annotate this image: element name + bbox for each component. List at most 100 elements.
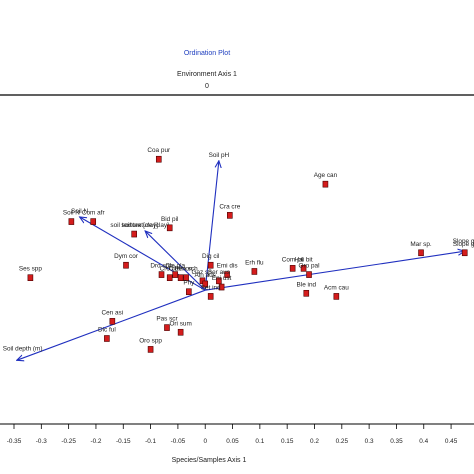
point-label: Emi dis bbox=[217, 263, 238, 270]
point-marker bbox=[224, 271, 230, 278]
point-label: Coa pur bbox=[147, 147, 171, 154]
point-label: Dym cor bbox=[114, 253, 139, 260]
point-marker bbox=[461, 249, 468, 257]
point-label: Dic ful bbox=[98, 327, 116, 334]
point-marker bbox=[227, 212, 233, 219]
point-marker bbox=[418, 249, 424, 257]
point-label: Ses spp bbox=[19, 266, 43, 273]
x-tick-label: 0.25 bbox=[336, 438, 349, 445]
point-label: Hai bit bbox=[294, 256, 312, 263]
point-erh-flu: Erh flu bbox=[245, 259, 264, 275]
x-tick-label: 0.1 bbox=[255, 438, 264, 445]
vector-label-soil-texture-clay: soil texture [clay] bbox=[121, 222, 169, 229]
point-marker bbox=[202, 280, 209, 288]
point-label: Cle gla bbox=[165, 263, 185, 270]
point-marker bbox=[177, 274, 184, 282]
x-tick-label: -0.05 bbox=[171, 438, 186, 445]
point-label: Phy bbox=[183, 280, 195, 287]
point-marker bbox=[68, 218, 75, 225]
point-ain-aus: Ain aus bbox=[195, 272, 216, 288]
point-cle-gla: Cle gla bbox=[165, 263, 186, 278]
point-marker bbox=[207, 293, 214, 300]
x-tick-label: 0.3 bbox=[365, 438, 374, 445]
point-marker bbox=[251, 268, 258, 275]
point-label: Mar sp. bbox=[410, 241, 432, 248]
point-age-can: Age can bbox=[314, 172, 338, 188]
point-label: Acm cau bbox=[324, 284, 349, 291]
vector-layer: Soil pH Soil N soil texture [clay] Slope gr… bbox=[3, 152, 474, 361]
point-marker bbox=[183, 274, 189, 282]
point-label: Gaz sp. bbox=[191, 269, 213, 276]
point-label: Com afr bbox=[82, 210, 106, 217]
point-eni-ust: Eni ust bbox=[212, 275, 232, 291]
point-oro-pal: Oro pal bbox=[299, 263, 320, 278]
point-label: Erh flu bbox=[245, 259, 264, 266]
vector-slope-gr bbox=[205, 251, 465, 291]
x-tick-label: -0.2 bbox=[90, 438, 101, 445]
point-marker bbox=[109, 318, 116, 325]
point-cro-cal: Cro cal bbox=[160, 266, 180, 282]
point-set-ind: Set ind bbox=[201, 284, 221, 300]
point-marker bbox=[186, 288, 192, 296]
point-marker bbox=[177, 328, 184, 336]
point-dro-spp: Dro spp bbox=[150, 263, 173, 278]
point-phy: Phy bbox=[183, 280, 195, 296]
point-label: Set ind bbox=[201, 284, 221, 291]
point-soil-n: Soil N bbox=[63, 210, 80, 225]
point-cen-asi: Cen asi bbox=[102, 309, 124, 325]
point-label: Bid pil bbox=[161, 216, 178, 223]
point-label: Oro spp bbox=[139, 337, 162, 344]
point-marker bbox=[155, 155, 162, 163]
vector-label-slope-gr: Slope gr bbox=[453, 238, 474, 245]
x-tick-label: -0.15 bbox=[116, 438, 131, 445]
x-axis: -0.35 -0.3 -0.25 -0.2 -0.15 -0.1 -0.05 0 0.05 0.1… bbox=[7, 424, 458, 445]
point-marker bbox=[218, 283, 225, 291]
point-marker bbox=[172, 271, 178, 278]
top-axis-tick: 0 bbox=[205, 83, 209, 90]
vector-soil-depth-m bbox=[17, 289, 206, 360]
point-bid-pil: Bid pil bbox=[161, 216, 178, 232]
point-label: Age can bbox=[314, 172, 338, 179]
point-marker bbox=[166, 224, 173, 232]
point-label: Cra cre bbox=[219, 203, 240, 210]
point-layer: Coa pur Age can Soil N Com afr soil texture … bbox=[19, 147, 474, 353]
vector-label-soil-ph: Soil pH bbox=[209, 152, 230, 159]
x-tick-label: 0.45 bbox=[445, 438, 458, 445]
point-dym-cor: Dym cor bbox=[114, 253, 139, 269]
point-marker bbox=[166, 274, 173, 282]
point-marker bbox=[303, 289, 310, 297]
point-label: soil texture [clay] bbox=[110, 222, 158, 229]
x-tick-label: -0.1 bbox=[145, 438, 156, 445]
point-dig-cil: Dig cil bbox=[202, 253, 219, 269]
point-dic-ful: Dic ful bbox=[98, 327, 116, 342]
x-tick-label: 0.4 bbox=[419, 438, 428, 445]
x-tick-label: 0.35 bbox=[390, 438, 403, 445]
point-marker bbox=[90, 218, 97, 225]
point-pen-sch: Pen sch bbox=[175, 266, 199, 282]
point-label: Pen sch bbox=[175, 266, 199, 273]
point-label: Ori sum bbox=[169, 320, 191, 327]
point-label: Eni ust bbox=[212, 275, 232, 282]
x-tick-label: 0.2 bbox=[310, 438, 319, 445]
point-label: Dro spp bbox=[150, 263, 173, 270]
point-com-pil: Com pil bbox=[282, 256, 304, 272]
point-marker bbox=[147, 346, 154, 353]
chart-title: Ordination Plot bbox=[184, 50, 230, 57]
vector-soil-ph bbox=[204, 161, 219, 291]
point-marker bbox=[306, 271, 312, 278]
point-label: Cen asi bbox=[102, 309, 124, 316]
point-marker bbox=[322, 180, 329, 188]
x-tick-label: 0.15 bbox=[281, 438, 294, 445]
point-marker bbox=[104, 335, 110, 342]
point-label: Soil N bbox=[63, 210, 80, 217]
point-emi-dis: Emi dis bbox=[217, 263, 238, 278]
point-label: Com pil bbox=[282, 256, 304, 263]
point-slope-gr: Slope gr bbox=[453, 241, 474, 257]
point-label: Cro cal bbox=[160, 266, 180, 273]
x-tick-label: -0.35 bbox=[7, 438, 22, 445]
point-marker bbox=[289, 265, 296, 272]
point-marker bbox=[27, 274, 34, 282]
x-tick-label: -0.3 bbox=[36, 438, 47, 445]
point-marker bbox=[164, 324, 170, 331]
